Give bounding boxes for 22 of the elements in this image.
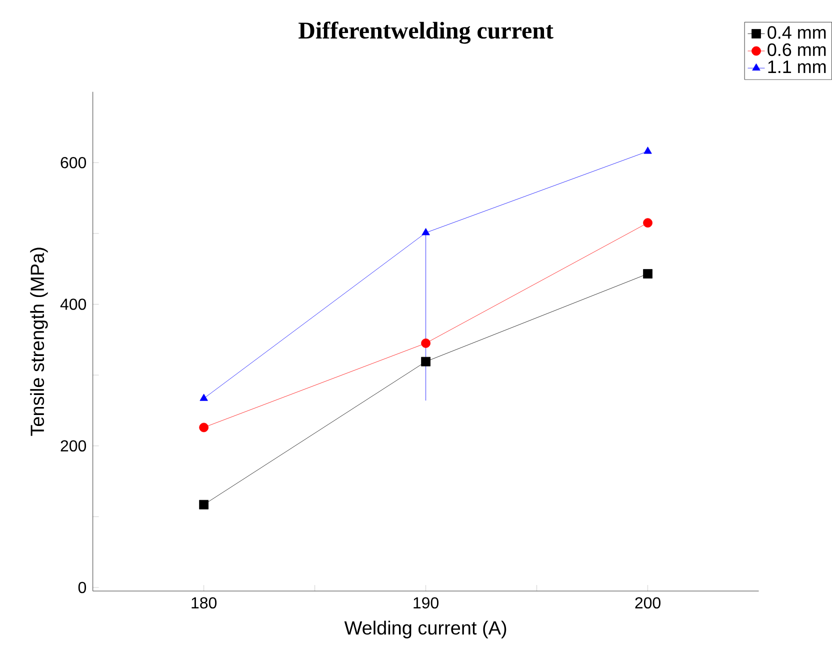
- point: [199, 500, 209, 510]
- y-tick-label: 400: [60, 298, 86, 310]
- point: [200, 394, 208, 401]
- y-tick-label: 600: [60, 157, 86, 168]
- x-tick-label: 200: [635, 597, 660, 609]
- chart-title: Differentwelding current: [298, 22, 554, 44]
- point: [199, 422, 209, 432]
- legend-label: 0.4 mm: [768, 26, 826, 39]
- point: [421, 338, 430, 348]
- point: [421, 356, 430, 366]
- legend-label: 1.1 mm: [768, 60, 826, 73]
- y-tick-label: 200: [60, 440, 86, 452]
- y-axis-title: Tensile strength (MPa): [30, 248, 48, 436]
- x-tick-label: 180: [192, 597, 217, 609]
- point: [644, 146, 652, 154]
- x-tick-label: 190: [414, 597, 439, 609]
- point: [643, 218, 652, 228]
- x-axis-title: Welding current (A): [344, 620, 506, 638]
- y-tick-label: 0: [78, 582, 86, 594]
- point: [422, 228, 430, 236]
- point: [643, 269, 652, 279]
- legend-label: 0.6 mm: [768, 43, 826, 56]
